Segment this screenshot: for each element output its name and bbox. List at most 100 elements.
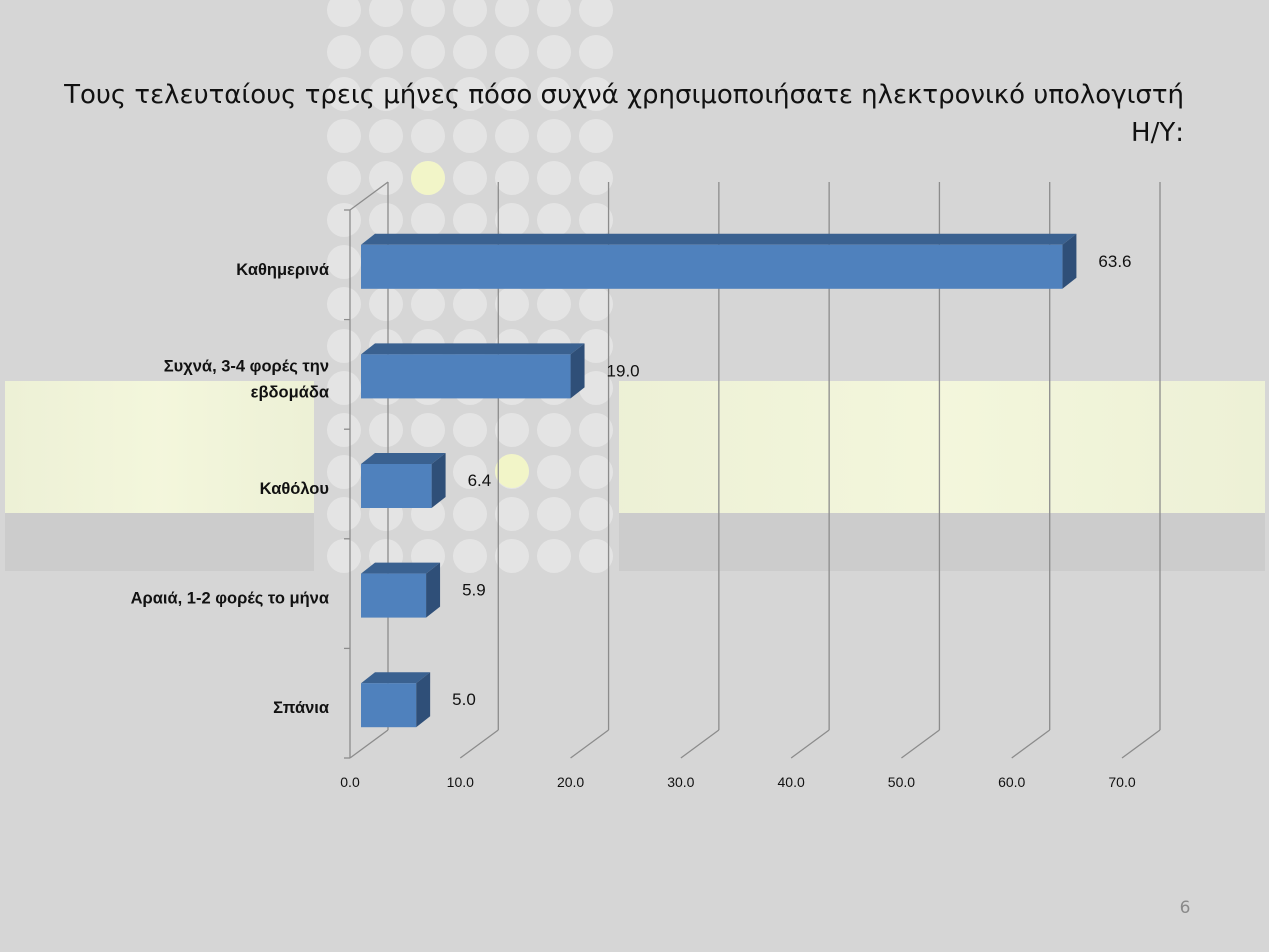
decorative-dot bbox=[453, 497, 487, 531]
decorative-dot bbox=[327, 203, 361, 237]
decorative-band-left bbox=[5, 381, 314, 513]
decorative-dot bbox=[411, 77, 445, 111]
bar bbox=[361, 573, 427, 618]
slide-title: Τους τελευταίους τρεις μήνες πόσο συχνά … bbox=[64, 80, 1184, 148]
floor-gridline bbox=[790, 729, 830, 759]
decorative-dot bbox=[537, 0, 571, 27]
decorative-dot bbox=[411, 0, 445, 27]
decorative-dot bbox=[411, 413, 445, 447]
floor-gridline bbox=[901, 729, 940, 759]
decorative-band-shadow-left bbox=[5, 513, 314, 571]
bar-side bbox=[431, 453, 446, 508]
bar bbox=[361, 683, 417, 728]
decorative-dot bbox=[579, 329, 613, 363]
bar-side bbox=[1062, 233, 1077, 289]
x-tick-label: 50.0 bbox=[888, 774, 915, 790]
decorative-dot bbox=[495, 287, 529, 321]
decorative-dot bbox=[495, 497, 529, 531]
bar-side bbox=[416, 672, 431, 728]
decorative-dot bbox=[453, 413, 487, 447]
decorative-dot bbox=[411, 287, 445, 321]
decorative-dot bbox=[579, 371, 613, 405]
decorative-dot bbox=[327, 329, 361, 363]
decorative-dot bbox=[369, 161, 403, 195]
decorative-dot bbox=[453, 0, 487, 27]
decorative-dot bbox=[327, 35, 361, 69]
floor-gridline bbox=[1011, 729, 1051, 759]
category-label: Καθόλου bbox=[260, 480, 329, 498]
page-number: 6 bbox=[1179, 898, 1191, 918]
decorative-dot bbox=[327, 119, 361, 153]
decorative-dot bbox=[453, 539, 487, 573]
decorative-dot bbox=[495, 203, 529, 237]
x-tick-label: 70.0 bbox=[1108, 774, 1135, 790]
decorative-dot bbox=[579, 203, 613, 237]
decorative-dot bbox=[327, 497, 361, 531]
decorative-dot bbox=[579, 287, 613, 321]
decorative-dot bbox=[537, 35, 571, 69]
decorative-dot bbox=[453, 35, 487, 69]
bar bbox=[361, 244, 1063, 289]
decorative-dot bbox=[495, 77, 529, 111]
bar-side bbox=[570, 343, 585, 399]
decorative-dot bbox=[579, 77, 613, 111]
decorative-dot bbox=[411, 35, 445, 69]
decorative-dot bbox=[327, 287, 361, 321]
decorative-dot bbox=[495, 35, 529, 69]
decorative-dot bbox=[537, 161, 571, 195]
side-wall-top-edge bbox=[349, 181, 389, 211]
decorative-dot bbox=[495, 413, 529, 447]
data-label: 6.4 bbox=[468, 471, 492, 490]
bar bbox=[361, 354, 571, 399]
decorative-dot bbox=[369, 119, 403, 153]
decorative-dot bbox=[327, 371, 361, 405]
x-tick-label: 30.0 bbox=[667, 774, 694, 790]
bar-top bbox=[361, 343, 585, 355]
decorative-dot bbox=[495, 0, 529, 27]
decorative-dot bbox=[453, 161, 487, 195]
decorative-dot bbox=[495, 539, 529, 573]
category-label: Σπάνια bbox=[273, 699, 329, 717]
decorative-dot bbox=[579, 413, 613, 447]
decorative-dot-highlight bbox=[495, 454, 529, 488]
decorative-dot bbox=[369, 0, 403, 27]
x-tick-label: 60.0 bbox=[998, 774, 1025, 790]
floor-gridline bbox=[459, 729, 499, 759]
bar-top bbox=[361, 562, 441, 574]
category-label: Συχνά, 3-4 φορές την bbox=[164, 357, 329, 375]
category-label: Καθημερινά bbox=[236, 261, 329, 279]
decorative-dot bbox=[453, 119, 487, 153]
decorative-dot bbox=[537, 413, 571, 447]
decorative-dot bbox=[369, 287, 403, 321]
decorative-dot bbox=[579, 35, 613, 69]
decorative-dot bbox=[327, 0, 361, 27]
floor-gridline bbox=[1121, 729, 1161, 759]
decorative-dot bbox=[327, 413, 361, 447]
decorative-dot bbox=[579, 539, 613, 573]
decorative-dot bbox=[453, 287, 487, 321]
decorative-dot bbox=[369, 203, 403, 237]
data-label: 5.9 bbox=[462, 581, 486, 600]
decorative-dot bbox=[327, 539, 361, 573]
decorative-dot bbox=[537, 539, 571, 573]
decorative-dot bbox=[579, 497, 613, 531]
decorative-dot bbox=[579, 455, 613, 489]
decorative-dot bbox=[369, 35, 403, 69]
x-tick-label: 40.0 bbox=[778, 774, 805, 790]
data-label: 19.0 bbox=[607, 361, 640, 380]
decorative-band-shadow-right bbox=[619, 513, 1265, 571]
decorative-dot bbox=[537, 287, 571, 321]
decorative-band-right bbox=[619, 381, 1265, 513]
decorative-dot-highlight bbox=[411, 161, 445, 195]
decorative-dot bbox=[537, 497, 571, 531]
decorative-dot bbox=[537, 455, 571, 489]
decorative-dot bbox=[411, 203, 445, 237]
decorative-dot bbox=[537, 77, 571, 111]
bar bbox=[361, 464, 432, 508]
bar-top bbox=[361, 672, 431, 684]
category-label: εβδομάδα bbox=[251, 383, 329, 401]
decorative-dot bbox=[369, 413, 403, 447]
decorative-dot bbox=[495, 119, 529, 153]
decorative-dot bbox=[579, 119, 613, 153]
